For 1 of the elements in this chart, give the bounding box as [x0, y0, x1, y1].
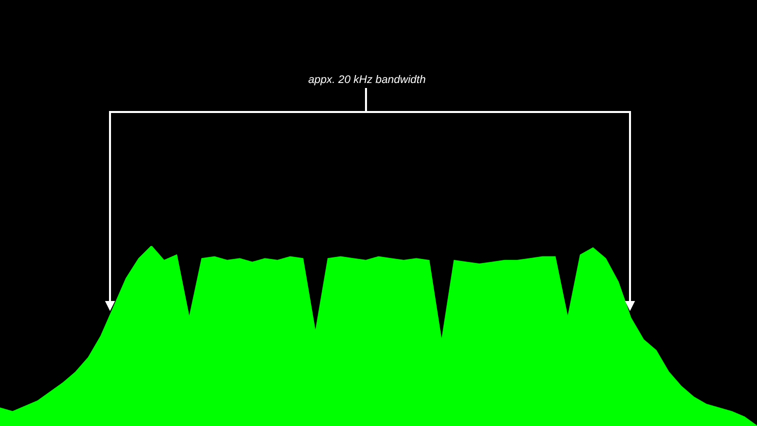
text: appx. 20 kHz bandwidth [308, 74, 426, 86]
